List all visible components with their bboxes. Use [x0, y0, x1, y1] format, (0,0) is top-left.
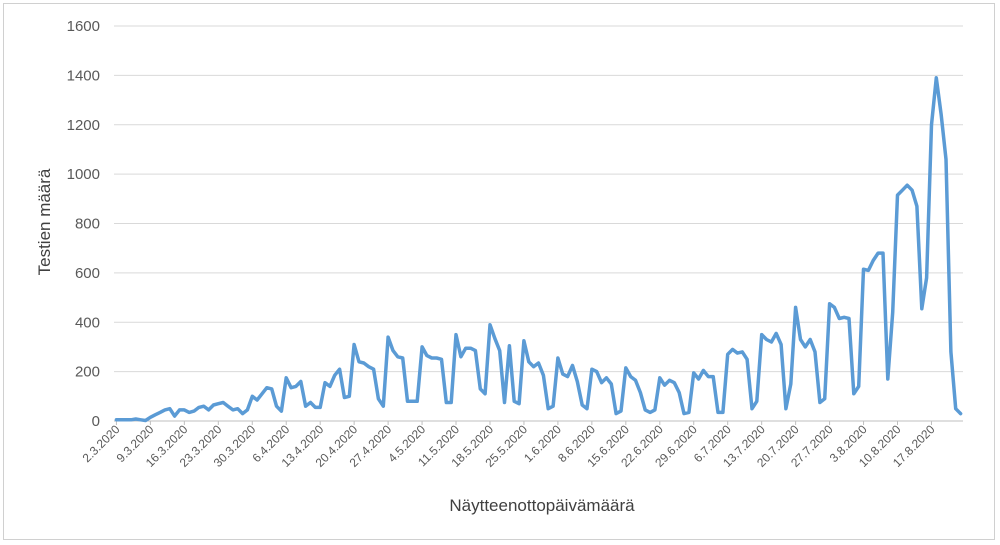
- series-line: [114, 76, 963, 423]
- y-tick-label: 1000: [67, 166, 100, 183]
- y-tick-label: 1200: [67, 117, 100, 134]
- gridlines: [114, 25, 963, 422]
- y-tick-label: 400: [75, 314, 100, 331]
- chart-frame: [3, 3, 995, 540]
- y-tick-label: 0: [92, 413, 100, 430]
- y-axis-ticks: 0 200 400 600 800 1000 1200 1400 1600: [67, 18, 100, 430]
- y-tick-label: 200: [75, 364, 100, 381]
- y-tick-label: 1400: [67, 67, 100, 84]
- x-axis-title: Näytteenottopäivämäärä: [449, 496, 635, 515]
- series-layer: [114, 76, 963, 423]
- y-tick-label: 1600: [67, 18, 100, 35]
- x-axis-ticks: 2.3.20209.3.202016.3.202023.3.202030.3.2…: [80, 421, 938, 470]
- y-tick-label: 800: [75, 216, 100, 233]
- y-axis-title: Testien määrä: [35, 168, 54, 275]
- y-tick-label: 600: [75, 265, 100, 282]
